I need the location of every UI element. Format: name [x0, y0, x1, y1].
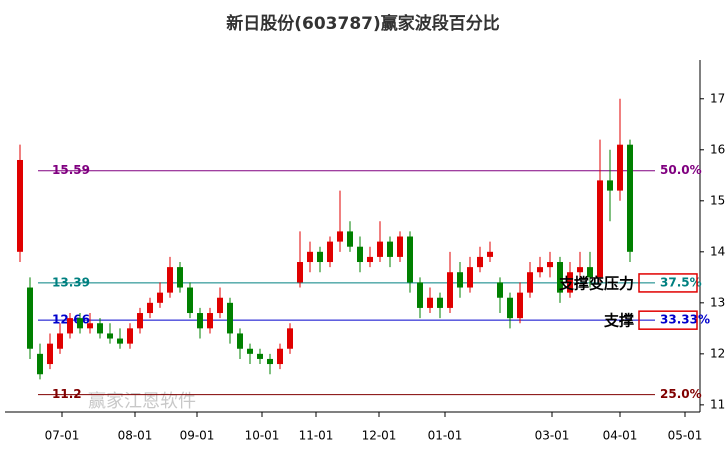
- candle-body: [257, 353, 263, 359]
- x-tick-label: 03-01: [535, 429, 570, 443]
- y-tick-label: 17: [710, 91, 725, 105]
- candle-body: [47, 343, 53, 365]
- candle-body: [297, 262, 303, 283]
- x-tick-label: 08-01: [118, 429, 153, 443]
- candle-body: [617, 144, 623, 191]
- candle-body: [557, 262, 563, 293]
- candle-body: [477, 256, 483, 268]
- candle-body: [237, 333, 243, 349]
- candle-body: [27, 287, 33, 349]
- highlight-box: [638, 273, 698, 293]
- candle-body: [437, 297, 443, 308]
- candle-body: [157, 292, 163, 303]
- candle-body: [467, 267, 473, 288]
- x-tick-label: 12-01: [362, 429, 397, 443]
- candle-body: [177, 267, 183, 288]
- candle-body: [277, 348, 283, 365]
- x-tick-label: 07-01: [45, 429, 80, 443]
- candle-body: [57, 333, 63, 349]
- candle-body: [97, 323, 103, 334]
- candle-body: [287, 328, 293, 349]
- chart-title: 新日股份(603787)赢家波段百分比: [226, 13, 500, 34]
- x-tick-label: 11-01: [299, 429, 334, 443]
- candle-body: [457, 272, 463, 288]
- candle-body: [127, 328, 133, 344]
- candle-body: [187, 287, 193, 314]
- candle-body: [267, 358, 273, 365]
- candle-body: [607, 180, 613, 191]
- candle-body: [247, 348, 253, 354]
- candle-body: [417, 282, 423, 308]
- level-pct-label: 25.0%: [660, 387, 702, 401]
- candle-body: [587, 267, 593, 278]
- candle-body: [167, 267, 173, 293]
- y-tick-label: 11: [710, 397, 725, 411]
- x-tick-label: 10-01: [245, 429, 280, 443]
- x-tick-label: 09-01: [180, 429, 215, 443]
- candle-body: [117, 338, 123, 344]
- candle-body: [447, 272, 453, 308]
- candle-body: [87, 323, 93, 329]
- candle-body: [517, 292, 523, 319]
- candle-body: [307, 251, 313, 263]
- x-tick-label: 04-01: [603, 429, 638, 443]
- candle-body: [527, 272, 533, 293]
- y-tick-label: 15: [710, 193, 725, 207]
- annotation: 支撑: [603, 312, 634, 330]
- candle-body: [227, 302, 233, 334]
- level-pct-label: 50.0%: [660, 163, 702, 177]
- candle-body: [327, 241, 333, 263]
- y-tick-label: 14: [710, 244, 725, 258]
- level-pct-label: 37.5%: [660, 275, 702, 289]
- candle-body: [487, 251, 493, 257]
- candle-body: [17, 159, 23, 252]
- candle-body: [207, 313, 213, 329]
- candle-body: [37, 353, 43, 375]
- y-tick-label: 16: [710, 142, 725, 156]
- annotation: 支撑变压力: [558, 274, 634, 292]
- level-value-label: 11.2: [52, 387, 82, 401]
- candle-body: [597, 180, 603, 278]
- candle-body: [507, 297, 513, 319]
- candle-body: [397, 236, 403, 257]
- candle-body: [67, 318, 73, 334]
- candle-body: [107, 333, 113, 339]
- candle-body: [347, 231, 353, 247]
- candle-body: [337, 231, 343, 242]
- candle-body: [217, 297, 223, 314]
- candle-body: [497, 282, 503, 298]
- y-tick-label: 12: [710, 346, 725, 360]
- candle-body: [77, 318, 83, 329]
- x-tick-label: 05-01: [668, 429, 703, 443]
- level-pct-label: 33.33%: [660, 313, 710, 327]
- candle-body: [147, 302, 153, 314]
- candle-body: [547, 262, 553, 268]
- candle-body: [577, 267, 583, 273]
- candle-body: [357, 246, 363, 263]
- candle-body: [367, 256, 373, 263]
- level-value-label: 15.59: [52, 163, 90, 177]
- level-value-label: 13.39: [52, 275, 90, 289]
- x-tick-label: 01-01: [428, 429, 463, 443]
- candle-body: [377, 241, 383, 257]
- candle-body: [137, 313, 143, 329]
- candle-body: [387, 241, 393, 257]
- candle-body: [537, 267, 543, 273]
- candle-body: [427, 297, 433, 308]
- y-tick-label: 13: [710, 295, 725, 309]
- watermark: 赢家江恩软件: [88, 390, 196, 412]
- candle-body: [197, 313, 203, 329]
- candle-body: [567, 272, 573, 293]
- highlight-box: [638, 310, 698, 330]
- candle-body: [407, 236, 413, 283]
- candle-body: [317, 251, 323, 263]
- candle-body: [627, 144, 633, 252]
